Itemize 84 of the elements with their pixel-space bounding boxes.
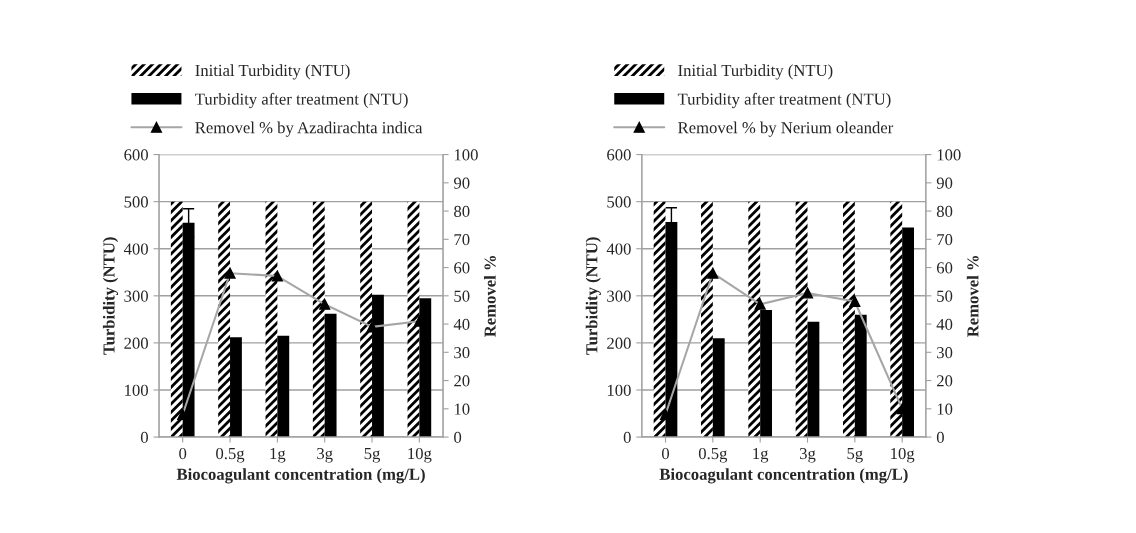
y-tick-label: 300 xyxy=(124,290,148,302)
y-tick-label: 500 xyxy=(607,196,631,208)
y2-tick-label: 50 xyxy=(454,290,470,302)
bar xyxy=(653,201,666,438)
bar xyxy=(854,314,867,438)
y2-tick-label: 100 xyxy=(937,149,961,161)
bar xyxy=(419,298,432,438)
bar xyxy=(218,201,231,438)
bar xyxy=(372,294,384,438)
x-tick-label: 0 xyxy=(179,447,187,460)
y2-tick-label: 60 xyxy=(454,262,470,274)
legend-label: Initial Turbidity (NTU) xyxy=(678,64,833,80)
y2-tick-label: 80 xyxy=(936,205,953,218)
y2-tick-label: 10 xyxy=(937,403,953,415)
x-tick-label: 0.5g xyxy=(216,447,245,463)
y2-tick-label: 90 xyxy=(936,177,953,189)
x-tick-label: 5g xyxy=(847,448,863,463)
legend-label: Removel % by Nerium oleander xyxy=(678,121,894,137)
bar xyxy=(265,201,278,438)
x-tick-label: 0.5g xyxy=(698,447,728,463)
bar xyxy=(890,201,903,438)
x-tick-label: 3g xyxy=(317,447,333,463)
bar xyxy=(277,335,290,438)
y-tick-label: 500 xyxy=(124,196,148,208)
y2-tick-label: 50 xyxy=(937,290,953,302)
y2-tick-label: 80 xyxy=(454,205,470,218)
y-tick-label: 100 xyxy=(607,384,631,396)
x-tick-label: 1g xyxy=(270,447,286,463)
y-tick-label: 400 xyxy=(606,243,631,255)
x-axis-title: Biocoagulant concentration (mg/L) xyxy=(176,468,425,484)
legend-label: Turbidity after treatment (NTU) xyxy=(195,92,408,109)
y-tick-label: 100 xyxy=(125,384,148,396)
x-tick-label: 5g xyxy=(364,448,381,463)
x-tick-label: 10g xyxy=(891,447,915,463)
x-tick-label: 10g xyxy=(408,447,432,463)
y2-tick-label: 30 xyxy=(454,347,470,359)
y2-tick-label: 90 xyxy=(453,177,470,189)
y-tick-label: 300 xyxy=(607,290,631,302)
y2-tick-label: 70 xyxy=(937,234,953,246)
bar xyxy=(902,227,915,438)
y2-tick-label: 30 xyxy=(937,347,953,359)
bar xyxy=(230,337,242,438)
legend-label: Turbidity after treatment (NTU) xyxy=(677,92,891,109)
x-tick-label: 1g xyxy=(753,447,769,463)
y2-tick-label: 40 xyxy=(453,318,470,331)
bar xyxy=(748,201,761,438)
y2-tick-label: 40 xyxy=(936,318,953,331)
y-axis-title: Turbidity (NTU) xyxy=(102,237,119,355)
legend-label: Removel % by Azadirachta indica xyxy=(195,121,423,137)
y2-tick-label: 60 xyxy=(936,262,953,274)
bar xyxy=(182,222,195,438)
bar xyxy=(665,221,678,438)
bar xyxy=(360,201,373,438)
y2-tick-label: 20 xyxy=(936,375,953,387)
y-tick-label: 200 xyxy=(124,337,148,349)
bar xyxy=(843,201,855,438)
bar xyxy=(701,201,713,438)
y2-tick-label: 10 xyxy=(454,403,470,415)
bar xyxy=(407,201,420,438)
bar xyxy=(312,201,325,438)
y-tick-label: 400 xyxy=(123,243,148,255)
bar xyxy=(760,309,773,438)
bar xyxy=(324,313,337,438)
y-tick-label: 600 xyxy=(124,149,148,161)
y2-axis-title: Removel % xyxy=(966,255,979,337)
bar xyxy=(807,321,820,438)
y2-tick-label: 0 xyxy=(454,431,462,444)
y2-axis-title: Removel % xyxy=(484,255,496,337)
x-tick-label: 0 xyxy=(661,447,670,460)
y2-tick-label: 0 xyxy=(936,431,944,444)
legend-label: Initial Turbidity (NTU) xyxy=(195,64,350,80)
y-tick-label: 600 xyxy=(607,149,631,161)
bar xyxy=(712,338,725,438)
y-axis-title: Turbidity (NTU) xyxy=(585,237,601,355)
x-axis-title: Biocoagulant concentration (mg/L) xyxy=(659,468,908,484)
y2-tick-label: 20 xyxy=(454,375,470,387)
x-tick-label: 3g xyxy=(799,447,816,463)
y-tick-label: 0 xyxy=(140,431,148,444)
y2-tick-label: 70 xyxy=(454,234,470,246)
y-tick-label: 0 xyxy=(623,431,631,444)
y-tick-label: 200 xyxy=(607,337,631,349)
bar xyxy=(170,201,183,438)
y2-tick-label: 100 xyxy=(454,149,478,161)
bar xyxy=(795,201,808,438)
